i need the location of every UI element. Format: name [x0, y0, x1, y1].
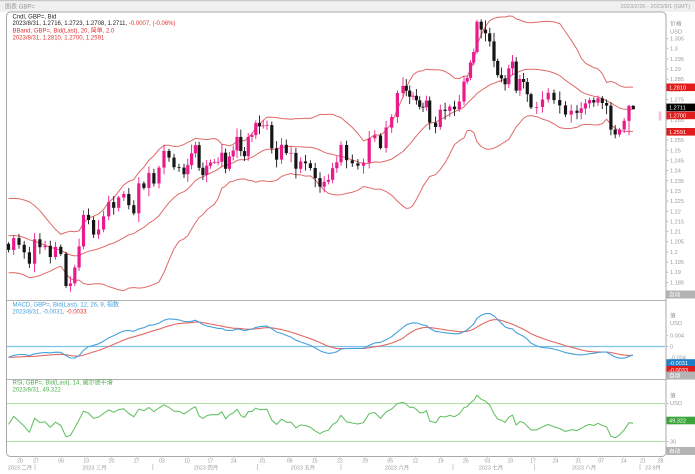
svg-text:27: 27: [33, 459, 39, 465]
svg-text:1.255: 1.255: [670, 138, 684, 144]
svg-text:2023 七月: 2023 七月: [479, 464, 503, 472]
svg-text:29: 29: [362, 459, 368, 465]
svg-text:10: 10: [184, 459, 190, 465]
svg-text:20: 20: [17, 459, 23, 465]
svg-text:08: 08: [287, 459, 293, 465]
svg-text:1.2: 1.2: [670, 250, 678, 256]
svg-text:0.004: 0.004: [670, 334, 684, 340]
svg-text:03: 03: [485, 459, 491, 465]
svg-text:2023/2/26 - 2023/9/1 (GMT): 2023/2/26 - 2023/9/1 (GMT): [621, 4, 690, 10]
svg-text:20: 20: [109, 459, 115, 465]
svg-text:06: 06: [58, 459, 64, 465]
svg-text:2023/8/31, 49.322: 2023/8/31, 49.322: [13, 388, 62, 394]
svg-text:24: 24: [553, 459, 559, 465]
svg-text:1.265: 1.265: [670, 118, 684, 124]
svg-text:自动: 自动: [669, 372, 681, 380]
svg-text:1.295: 1.295: [670, 57, 684, 63]
svg-text:2023 六月: 2023 六月: [385, 464, 409, 472]
svg-text:12: 12: [413, 459, 419, 465]
svg-text:自动: 自动: [669, 447, 681, 455]
svg-text:1.285: 1.285: [670, 77, 684, 83]
svg-text:2023 二月: 2023 二月: [8, 465, 32, 472]
svg-text:USD: USD: [670, 30, 682, 36]
svg-text:1.3: 1.3: [670, 47, 678, 53]
svg-text:1.205: 1.205: [670, 240, 684, 246]
svg-text:1.23: 1.23: [670, 189, 681, 195]
svg-text:2023 四月: 2023 四月: [194, 465, 218, 472]
svg-text:1.225: 1.225: [670, 199, 684, 205]
svg-text:2023/8/31, 1.2716, 1.2723, 1.2: 2023/8/31, 1.2716, 1.2723, 1.2708, 1.271…: [13, 21, 176, 27]
svg-text:1.2810: 1.2810: [669, 85, 686, 91]
svg-text:13: 13: [83, 459, 89, 465]
svg-text:27: 27: [134, 459, 140, 465]
svg-text:-0.004: -0.004: [670, 355, 686, 361]
svg-text:15: 15: [312, 459, 318, 465]
svg-text:01: 01: [260, 459, 266, 465]
svg-text:1.25: 1.25: [670, 148, 681, 154]
svg-text:2023 三月: 2023 三月: [82, 465, 106, 472]
svg-text:2023/8/31, -0.0031, -0.0033: 2023/8/31, -0.0031, -0.0033: [13, 310, 88, 316]
svg-text:2023 五月: 2023 五月: [291, 465, 315, 472]
svg-text:28: 28: [658, 459, 664, 465]
svg-text:值: 值: [670, 392, 676, 400]
svg-text:2023/8/31, 1.2810, 1.2700, 1.2: 2023/8/31, 1.2810, 1.2700, 1.2591: [13, 36, 105, 42]
svg-text:24: 24: [231, 459, 237, 465]
svg-text:-0.0033: -0.0033: [669, 368, 688, 374]
svg-text:1.305: 1.305: [670, 37, 684, 43]
svg-text:10: 10: [508, 459, 514, 465]
svg-text:1.2591: 1.2591: [669, 130, 686, 136]
svg-text:21: 21: [640, 459, 646, 465]
svg-text:1.235: 1.235: [670, 179, 684, 185]
svg-text:07: 07: [598, 459, 604, 465]
svg-text:19: 19: [438, 459, 444, 465]
svg-text:Cndl, GBP=, Bid: Cndl, GBP=, Bid: [13, 15, 57, 21]
svg-text:30: 30: [670, 440, 676, 446]
svg-text:USD: USD: [670, 401, 682, 407]
svg-text:1.185: 1.185: [670, 280, 684, 286]
svg-text:1.2711: 1.2711: [669, 105, 686, 111]
svg-text:图表 GBP=: 图表 GBP=: [5, 2, 35, 10]
svg-text:03: 03: [159, 459, 165, 465]
svg-text:1.215: 1.215: [670, 219, 684, 225]
svg-text:26: 26: [463, 459, 469, 465]
svg-text:1.21: 1.21: [670, 230, 681, 236]
svg-text:1.24: 1.24: [670, 169, 681, 175]
svg-text:BBand, GBP=, Bid(Last), 20, 简单: BBand, GBP=, Bid(Last), 20, 简单, 2.0: [13, 27, 116, 35]
svg-text:17: 17: [530, 459, 536, 465]
svg-text:-0.0031: -0.0031: [669, 361, 688, 367]
svg-text:2023 八月: 2023 八月: [572, 465, 596, 472]
svg-text:22: 22: [337, 459, 343, 465]
svg-text:1.195: 1.195: [670, 260, 684, 266]
svg-text:05: 05: [387, 459, 393, 465]
svg-text:1.245: 1.245: [670, 159, 684, 165]
svg-text:49.322: 49.322: [669, 419, 686, 425]
svg-text:自动: 自动: [669, 291, 681, 299]
svg-text:31: 31: [576, 459, 582, 465]
svg-text:1.29: 1.29: [670, 67, 681, 73]
svg-text:17: 17: [208, 459, 214, 465]
svg-text:1.19: 1.19: [670, 270, 681, 276]
svg-text:RSI, GBP=, Bid(Last), 14, 威尔德平: RSI, GBP=, Bid(Last), 14, 威尔德平滑: [13, 379, 113, 387]
svg-text:1.275: 1.275: [670, 98, 684, 104]
svg-text:MACD, GBP=, Bid(Last), 12, 26,: MACD, GBP=, Bid(Last), 12, 26, 9, 指数: [13, 301, 120, 309]
svg-text:14: 14: [621, 459, 627, 465]
svg-text:0: 0: [670, 345, 673, 351]
svg-text:23 9月: 23 9月: [645, 465, 661, 472]
svg-text:1.2700: 1.2700: [669, 113, 686, 119]
svg-text:价格: 价格: [670, 20, 682, 28]
svg-text:USD: USD: [670, 321, 682, 327]
svg-text:值: 值: [670, 312, 676, 320]
svg-text:1.22: 1.22: [670, 209, 681, 215]
